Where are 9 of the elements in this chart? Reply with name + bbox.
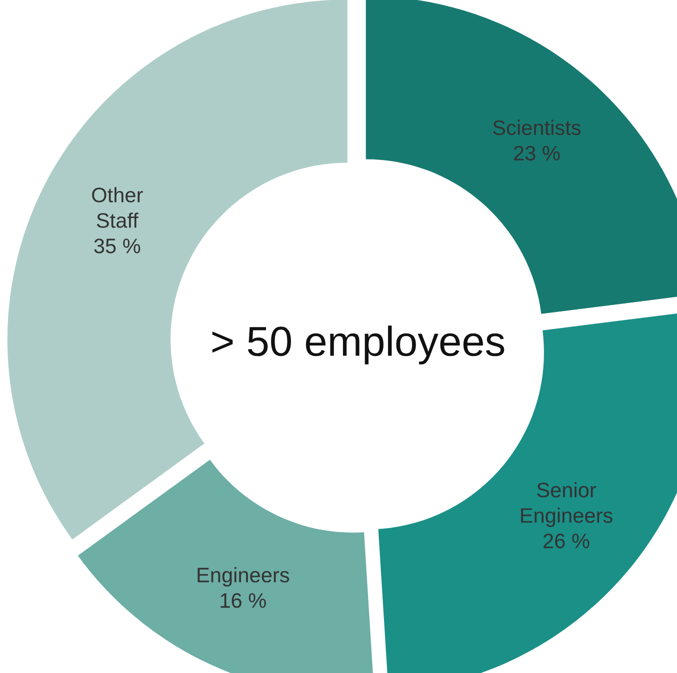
data-label: 16 % <box>220 593 266 608</box>
slice-label: Senior Engineers <box>521 482 612 528</box>
slice-label: Engineers <box>198 567 290 587</box>
text: > 50 employees <box>212 326 504 364</box>
data-label: 23 % <box>514 146 560 161</box>
data-label: 26 % <box>544 534 590 548</box>
data-label: 35 % <box>94 238 140 254</box>
slice-label: Other Staff <box>92 187 143 228</box>
slice-label: Scientists <box>493 120 581 136</box>
